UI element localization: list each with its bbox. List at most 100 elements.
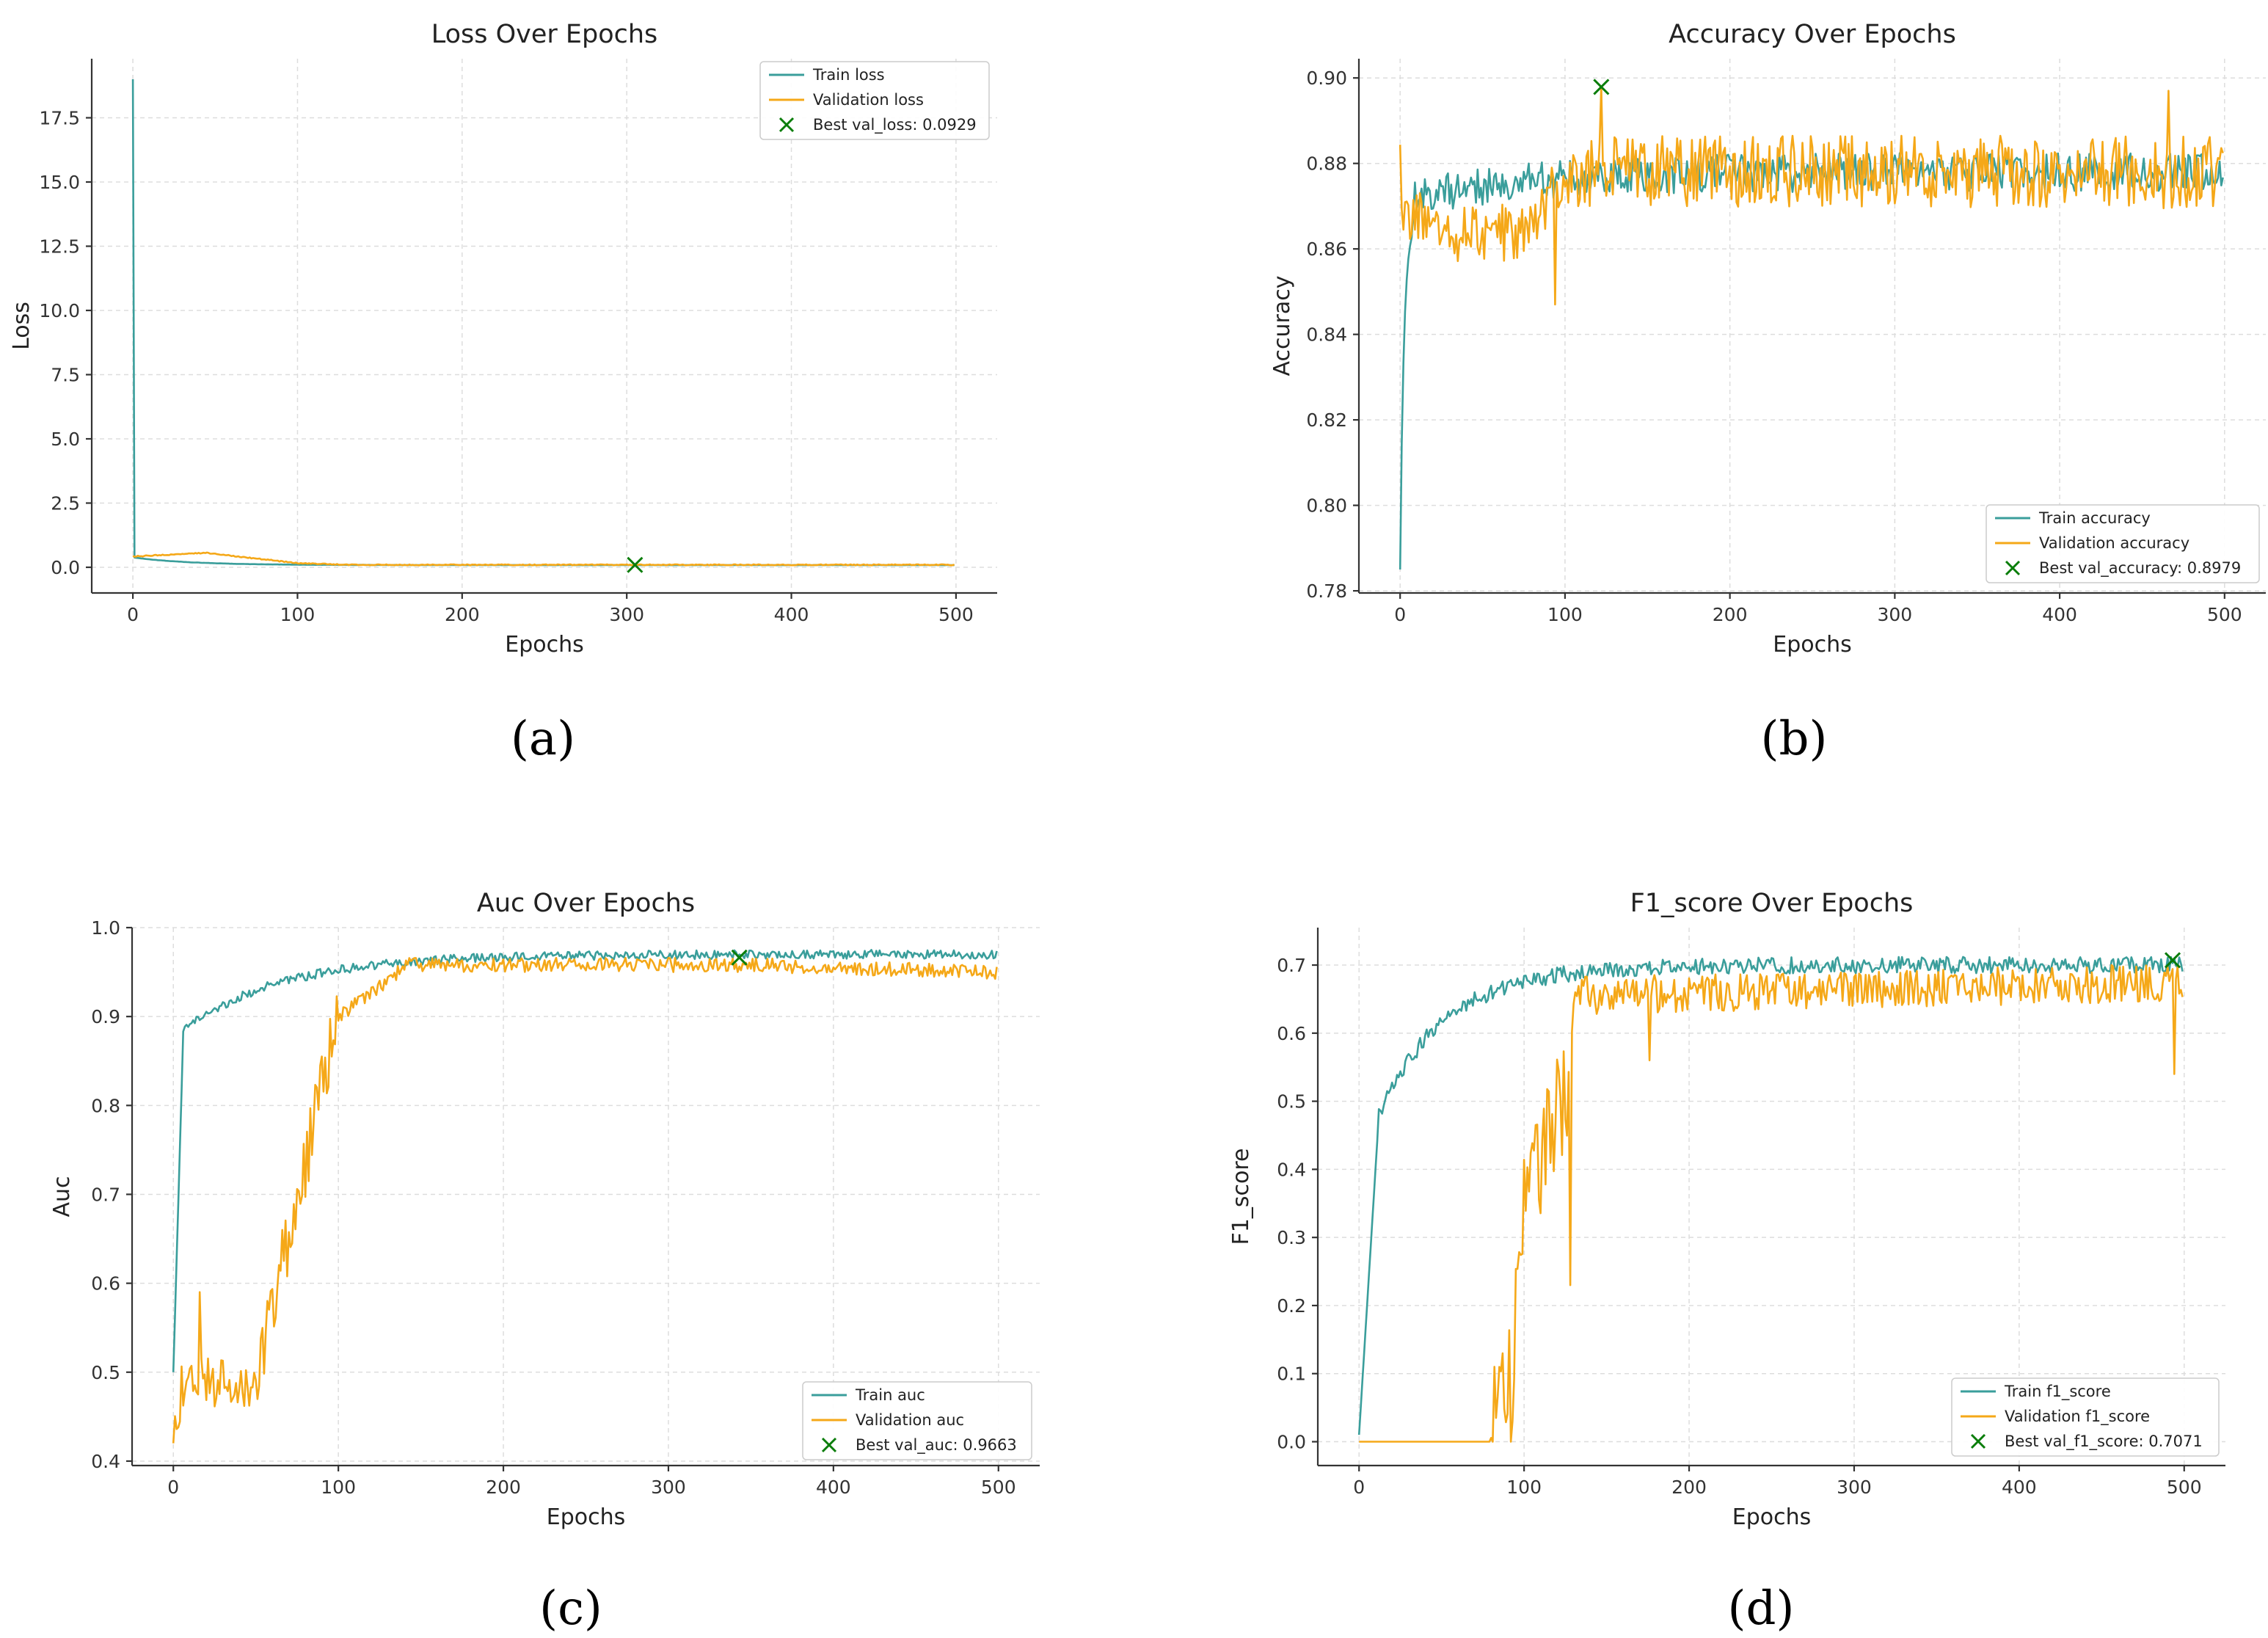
x-tick-label: 300 (1878, 604, 1913, 625)
x-tick-label: 400 (774, 604, 809, 625)
x-tick-label: 0 (1394, 604, 1406, 625)
y-tick-label: 0.82 (1306, 410, 1347, 431)
series-line-validation (132, 551, 955, 567)
legend: Train auc Validation auc Best val_auc: 0.9… (802, 1381, 1032, 1460)
chart-accuracy: 0 100 200 300 400 500 0.78 0.80 0.82 0.84 0.86 0.88… (1269, 20, 2266, 766)
series-line-train (1357, 956, 2184, 1435)
series-line-validation (1359, 964, 2184, 1443)
x-tick-label: 100 (280, 604, 316, 625)
legend-label: Validation loss (813, 91, 924, 109)
x-tick-label: 100 (1506, 1477, 1542, 1498)
chart-auc: 0 100 200 300 400 500 0.4 0.5 0.6 0.7 0.8 0.9 1.0 Auc… (49, 889, 1040, 1636)
x-tick-label: 300 (651, 1477, 686, 1498)
x-tick-label: 100 (321, 1477, 356, 1498)
series-line-train (131, 79, 955, 567)
legend-box (1986, 504, 2260, 583)
legend-label: Train accuracy (2038, 509, 2151, 527)
legend-best-marker (1970, 1433, 1986, 1449)
legend-label: Best val_accuracy: 0.8979 (2039, 559, 2241, 578)
y-tick-label: 7.5 (51, 365, 80, 386)
x-tick-label: 0 (167, 1477, 179, 1498)
best-marker-stroke (2164, 952, 2181, 969)
chart-loss: 0 100 200 300 400 500 0.0 2.5 5.0 7.5 10.0 12.5 15.0… (9, 20, 997, 766)
x-tick-label: 0 (127, 604, 139, 625)
x-tick-label: 500 (2167, 1477, 2202, 1498)
legend: Train f1_score Validation f1_score Best va… (1951, 1377, 2220, 1457)
y-tick-label: 0.0 (51, 557, 80, 578)
y-tick-label: 12.5 (39, 236, 80, 258)
chart-title: Auc Over Epochs (477, 889, 695, 918)
y-tick-label: 0.90 (1306, 68, 1347, 89)
y-tick-label: 0.8 (91, 1095, 120, 1116)
chart-title: F1_score Over Epochs (1630, 889, 1914, 918)
y-tick-label: 0.6 (91, 1273, 120, 1295)
y-tick-label: 0.5 (1277, 1091, 1306, 1113)
legend: Train accuracy Validation accuracy Best va… (1986, 504, 2260, 583)
x-tick-label: 0 (1353, 1477, 1365, 1498)
x-axis-label: Epochs (547, 1504, 626, 1530)
y-tick-label: 10.0 (39, 300, 80, 321)
legend-label: Train loss (812, 66, 885, 84)
x-tick-label: 200 (445, 604, 480, 625)
legend: Train loss Validation loss Best val_loss: … (759, 61, 990, 140)
legend-best-marker (821, 1437, 837, 1453)
panel-label: (c) (539, 1581, 602, 1636)
y-axis-label: Accuracy (1269, 276, 1295, 376)
best-marker-stroke (731, 949, 748, 966)
y-tick-label: 0.9 (91, 1006, 120, 1027)
legend-label: Validation accuracy (2039, 534, 2189, 552)
x-tick-label: 500 (938, 604, 974, 625)
legend-label: Train auc (855, 1386, 925, 1404)
legend-label: Best val_f1_score: 0.7071 (2005, 1433, 2203, 1451)
legend-label: Best val_loss: 0.0929 (813, 116, 977, 134)
y-tick-label: 1.0 (91, 917, 120, 939)
legend-label: Best val_auc: 0.9663 (856, 1436, 1017, 1455)
y-axis-label: Loss (9, 302, 34, 350)
x-tick-label: 400 (2042, 604, 2077, 625)
y-axis-label: Auc (49, 1176, 75, 1217)
y-tick-label: 0.88 (1306, 153, 1347, 175)
legend-best-marker (779, 117, 795, 133)
panel-label: (a) (511, 712, 575, 766)
y-tick-label: 0.5 (91, 1362, 120, 1383)
x-tick-label: 500 (2207, 604, 2242, 625)
best-marker-stroke (627, 556, 643, 573)
y-axis-label: F1_score (1228, 1149, 1254, 1245)
y-tick-label: 0.7 (1277, 955, 1306, 976)
y-tick-label: 0.80 (1306, 495, 1347, 517)
y-tick-label: 17.5 (39, 108, 80, 129)
panel-label: (b) (1761, 712, 1828, 766)
x-axis-label: Epochs (505, 632, 584, 658)
best-marker (731, 949, 748, 966)
legend-label: Validation f1_score (2005, 1408, 2150, 1426)
y-tick-label: 0.2 (1277, 1295, 1306, 1317)
y-tick-label: 0.7 (91, 1184, 120, 1205)
x-axis-label: Epochs (1773, 632, 1852, 658)
chart-f1: 0 100 200 300 400 500 0.0 0.1 0.2 0.3 0.4 0.5 0.6 0.7… (1228, 889, 2225, 1636)
best-marker-stroke (1593, 79, 1610, 95)
best-marker (2164, 952, 2181, 969)
best-marker (627, 556, 643, 573)
panel-label: (d) (1728, 1581, 1795, 1636)
x-tick-label: 200 (1713, 604, 1748, 625)
x-tick-label: 300 (1837, 1477, 1872, 1498)
y-tick-label: 0.3 (1277, 1227, 1306, 1248)
x-tick-label: 100 (1547, 604, 1583, 625)
y-tick-label: 0.0 (1277, 1432, 1306, 1453)
y-tick-label: 5.0 (51, 429, 80, 450)
y-tick-label: 0.78 (1306, 580, 1347, 602)
y-tick-label: 0.84 (1306, 324, 1347, 346)
legend-best-marker (2005, 560, 2021, 576)
y-tick-label: 15.0 (39, 172, 80, 193)
series-line-validation (172, 956, 998, 1444)
best-marker (1593, 79, 1610, 95)
x-tick-label: 200 (486, 1477, 521, 1498)
legend-label: Validation auc (856, 1411, 964, 1429)
chart-title: Loss Over Epochs (431, 20, 658, 49)
y-tick-label: 0.1 (1277, 1364, 1306, 1385)
x-tick-label: 200 (1671, 1477, 1707, 1498)
series-line-validation (1399, 86, 2224, 306)
y-tick-label: 0.4 (91, 1451, 120, 1472)
y-tick-label: 0.86 (1306, 239, 1347, 260)
